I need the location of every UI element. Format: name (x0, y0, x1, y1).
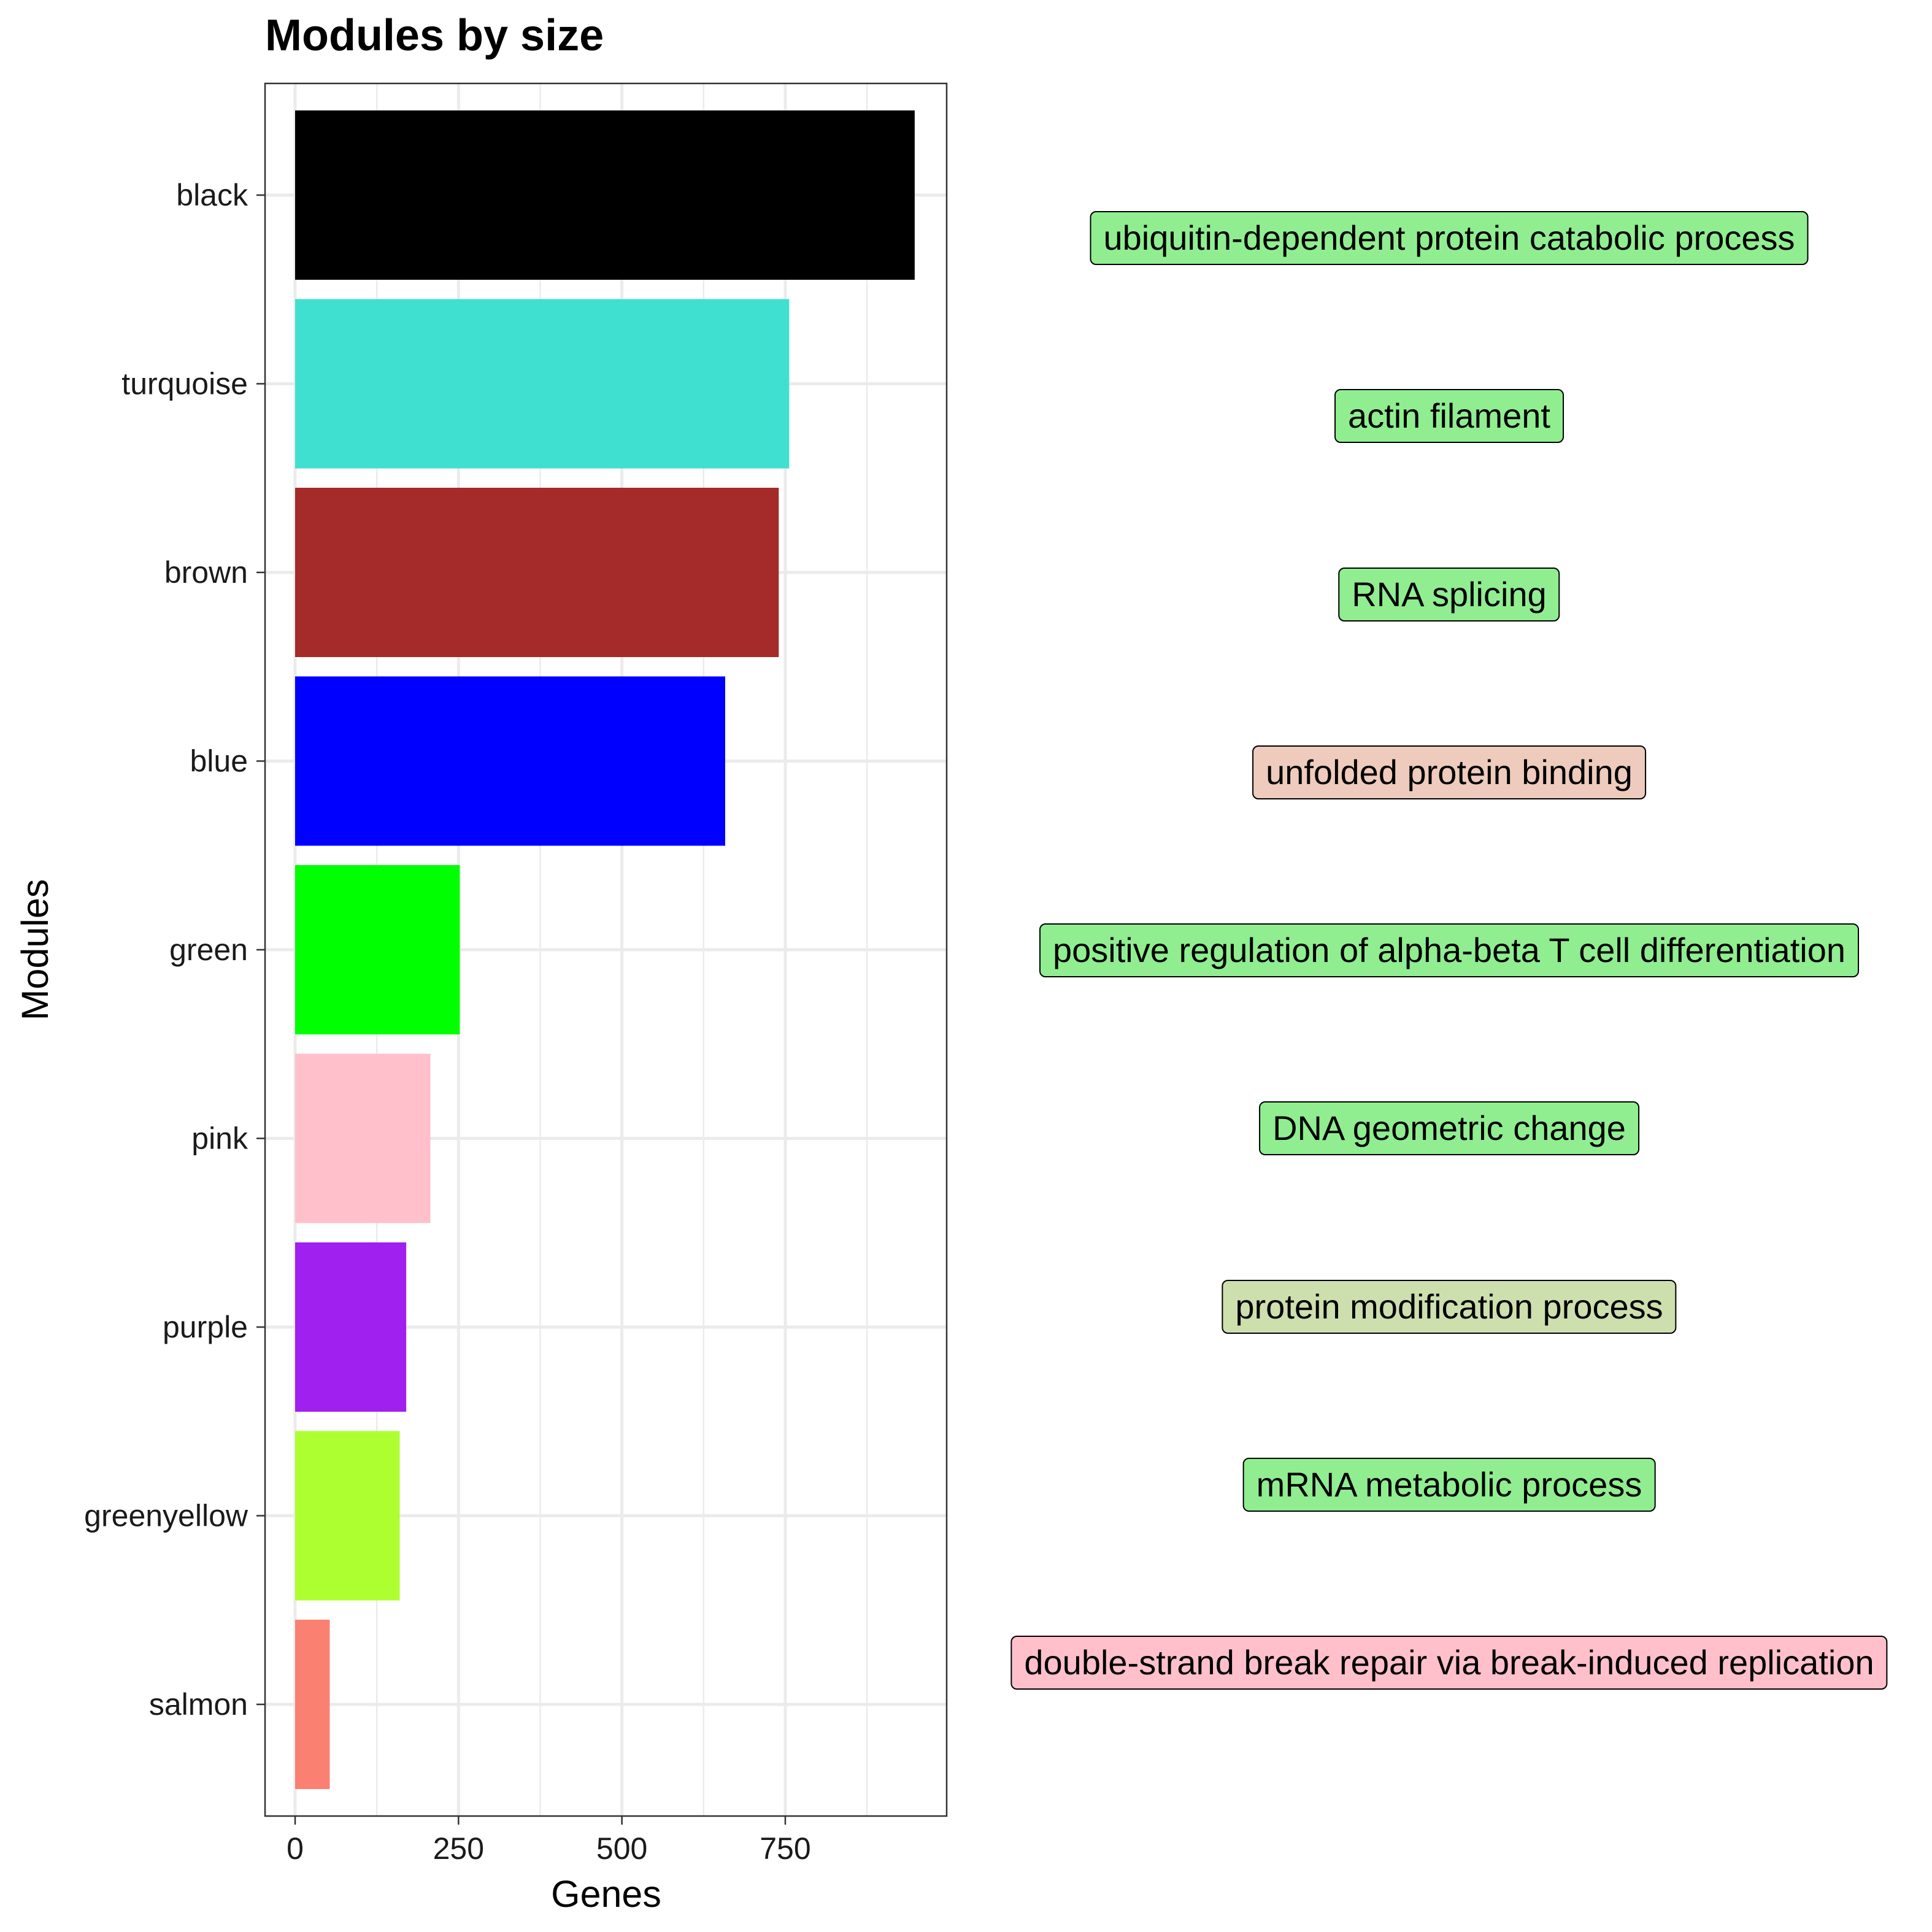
y-tick-label-green: green (169, 933, 248, 967)
y-tick-label-blue: blue (190, 744, 248, 779)
y-tick-label-purple: purple (163, 1310, 248, 1344)
go-term-label-turquoise: actin filament (1334, 389, 1564, 444)
x-tick-label: 0 (287, 1831, 304, 1866)
y-tick-label-salmon: salmon (149, 1687, 248, 1722)
x-tick-label: 750 (760, 1831, 810, 1866)
go-term-label-blue: unfolded protein binding (1252, 745, 1646, 799)
bar-brown (295, 488, 779, 657)
go-term-label-pink: DNA geometric change (1259, 1101, 1639, 1156)
go-term-label-brown: RNA splicing (1338, 567, 1560, 622)
bar-black (295, 110, 915, 280)
bar-pink (295, 1053, 431, 1223)
y-tick-label-turquoise: turquoise (121, 367, 248, 401)
x-tick-label: 500 (596, 1831, 647, 1866)
go-term-label-purple: protein modification process (1222, 1279, 1677, 1334)
y-tick-label-pink: pink (191, 1122, 248, 1156)
chart-title: Modules by size (265, 11, 604, 60)
y-axis: black turquoise brown blue green pink purple gr… (84, 178, 265, 1722)
go-term-label-salmon: double-strand break repair via break-ind… (1010, 1636, 1888, 1690)
y-tick-label-black: black (176, 178, 248, 212)
bar-blue (295, 676, 725, 846)
x-axis: 0 250 500 750 (287, 1816, 811, 1866)
x-axis-title: Genes (551, 1873, 661, 1915)
y-tick-label-brown: brown (164, 555, 248, 590)
bar-purple (295, 1242, 407, 1412)
y-axis-title: Modules (14, 879, 56, 1021)
bar-turquoise (295, 299, 790, 469)
bar-salmon (295, 1620, 330, 1789)
bar-greenyellow (295, 1431, 400, 1601)
bar-green (295, 865, 460, 1034)
go-term-label-black: ubiquitin-dependent protein catabolic pr… (1090, 211, 1809, 265)
x-tick-label: 250 (433, 1831, 484, 1866)
go-term-label-greenyellow: mRNA metabolic process (1242, 1457, 1656, 1512)
y-tick-label-greenyellow: greenyellow (84, 1499, 248, 1533)
go-term-label-green: positive regulation of alpha-beta T cell… (1039, 923, 1859, 977)
bars (295, 110, 915, 1789)
